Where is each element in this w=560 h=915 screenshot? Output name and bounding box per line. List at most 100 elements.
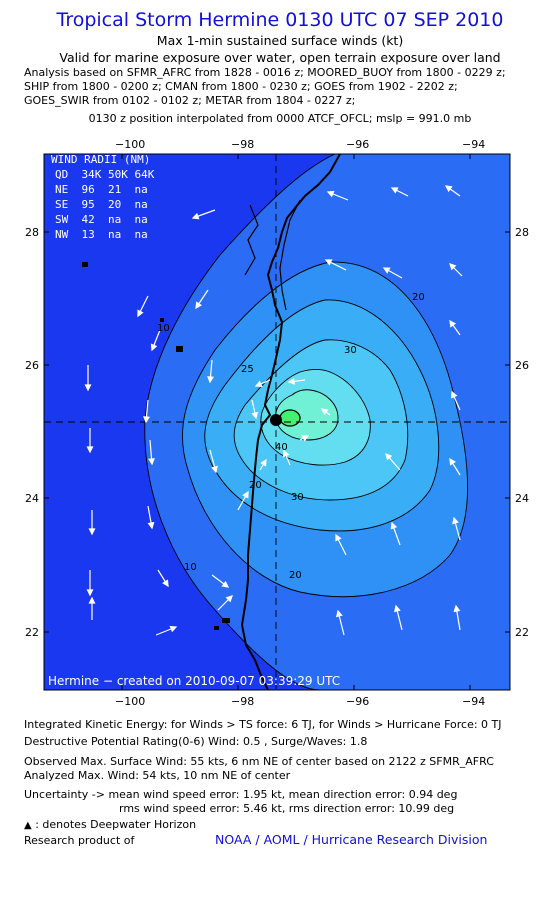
wind-arrow-head <box>453 604 461 613</box>
deepwater-legend-text: : denotes Deepwater Horizon <box>35 818 197 831</box>
wind-arrow-head <box>260 458 267 467</box>
wind-arrow-head <box>84 384 92 392</box>
contour-label-group: 10 20 30 40 25 20 10 20 30 <box>157 292 425 581</box>
analysis-line-2: SHIP from 1800 - 0200 z; CMAN from 1800 … <box>24 80 458 93</box>
wind-radii-table: WIND RADII (NM) QD 34K 50K 64K NE 96 21 … <box>51 153 155 241</box>
wind-radii-columns: QD 34K 50K 64K <box>55 168 155 181</box>
ike-line: Integrated Kinetic Energy: for Winds > T… <box>24 718 502 731</box>
wind-arrow-head <box>444 185 453 193</box>
lat-tick: 24 <box>515 492 529 505</box>
wind-arrow-head <box>283 449 290 458</box>
lat-tick: 22 <box>515 626 529 639</box>
map-credit: Hermine − created on 2010-09-07 03:39:29… <box>48 674 340 688</box>
wind-arrow-head <box>169 625 178 633</box>
observed-max-line: Observed Max. Surface Wind: 55 kts, 6 nm… <box>24 755 494 768</box>
wind-arrow-head <box>287 377 295 385</box>
wind-arrow-head <box>88 528 96 536</box>
position-line: 0130 z position interpolated from 0000 A… <box>88 112 472 125</box>
wind-arrow-head <box>382 267 391 274</box>
wind-radii-row-nw: NW 13 na na <box>55 228 148 241</box>
wind-arrow-head <box>148 458 155 466</box>
contour-label: 10 <box>157 323 170 334</box>
contour-band-core <box>275 389 338 440</box>
wind-arrow-head <box>301 435 310 442</box>
contour-label: 25 <box>241 364 254 375</box>
bay-shore <box>244 204 259 276</box>
wind-arrow-head <box>221 580 230 588</box>
lon-axis-top: −100 −98 −96 −94 <box>115 138 485 151</box>
wind-arrow-head <box>86 446 94 454</box>
wind-field-map: 10 20 30 40 25 20 10 20 30 WIND RADII (N… <box>25 138 529 708</box>
contour-label: 20 <box>249 480 262 491</box>
lat-tick: 26 <box>25 359 39 372</box>
wind-radii-row-ne: NE 96 21 na <box>55 183 148 196</box>
lat-tick: 22 <box>25 626 39 639</box>
wind-arrow-head <box>207 376 214 384</box>
wind-arrow-head <box>452 516 459 525</box>
contour-label: 20 <box>289 570 302 581</box>
wind-radii-row-sw: SW 42 na na <box>55 213 148 226</box>
wind-arrow-head <box>195 301 202 310</box>
wind-arrow-head <box>451 390 458 399</box>
wind-arrow-head <box>143 416 150 424</box>
wind-arrow-head <box>211 465 218 474</box>
tick-marks <box>44 154 510 690</box>
validity-note: Valid for marine exposure over water, op… <box>59 50 501 65</box>
coastline <box>240 154 341 690</box>
page-title: Tropical Storm Hermine 0130 UTC 07 SEP 2… <box>56 9 504 31</box>
uncertainty-line-1: Uncertainty -> mean wind speed error: 1.… <box>24 788 458 801</box>
inland-lakes <box>82 262 230 630</box>
wind-max-center <box>279 409 301 427</box>
lon-tick: −100 <box>115 138 145 151</box>
lat-tick: 28 <box>515 226 529 239</box>
noaa-credit-link[interactable]: NOAA / AOML / Hurricane Research Divisio… <box>215 832 488 847</box>
lon-tick: −98 <box>231 695 254 708</box>
uncertainty-line-2: rms wind speed error: 5.46 kt, rms direc… <box>119 802 455 815</box>
contour-label: 20 <box>412 292 425 303</box>
wind-radii-row-se: SE 95 20 na <box>55 198 148 211</box>
contour-label: 30 <box>344 345 357 356</box>
dpr-line: Destructive Potential Rating(0-6) Wind: … <box>24 735 368 748</box>
lat-axis-right: 28 26 24 22 <box>515 226 529 639</box>
lat-tick: 24 <box>25 492 39 505</box>
contour-label: 40 <box>275 442 288 453</box>
lon-tick: −94 <box>462 695 485 708</box>
contour-label: 10 <box>184 562 197 573</box>
barrier-island <box>279 199 301 311</box>
research-label: Research product of <box>24 834 135 847</box>
wind-arrow-head <box>393 604 401 613</box>
wind-arrow-head <box>191 212 200 220</box>
analysis-line-1: Analysis based on SFMR_AFRC from 1828 - … <box>24 66 506 79</box>
lat-axis-left: 28 26 24 22 <box>25 226 39 639</box>
lon-tick: −98 <box>231 138 254 151</box>
wind-radii-heading: WIND RADII (NM) <box>51 153 150 166</box>
oil-rig-icon: ▲ <box>24 820 32 831</box>
lon-tick: −96 <box>346 138 369 151</box>
analyzed-max-line: Analyzed Max. Wind: 54 kts, 10 nm NE of … <box>24 769 291 782</box>
wind-arrow-head <box>88 596 96 604</box>
analysis-line-3: GOES_SWIR from 0102 - 0102 z; METAR from… <box>24 94 356 107</box>
lon-tick: −100 <box>115 695 145 708</box>
wind-arrow-head <box>254 380 263 387</box>
storm-center-marker <box>270 414 282 426</box>
wind-arrow-head <box>390 521 398 530</box>
subtitle: Max 1-min sustained surface winds (kt) <box>156 33 404 48</box>
wind-arrow-head <box>449 319 457 328</box>
wind-arrow-head <box>147 521 155 530</box>
wind-arrow-head <box>449 457 456 466</box>
map-frame <box>43 153 511 691</box>
lon-tick: −94 <box>462 138 485 151</box>
contour-label: 30 <box>291 492 304 503</box>
lat-tick: 26 <box>515 359 529 372</box>
lat-tick: 28 <box>25 226 39 239</box>
wind-arrow-head <box>242 490 249 499</box>
wind-arrow-head <box>449 263 457 271</box>
wind-arrow-head <box>137 309 144 318</box>
lon-axis-bottom: −100 −98 −96 −94 <box>115 695 485 708</box>
wind-arrows <box>84 185 463 636</box>
wind-arrow-head <box>385 452 393 461</box>
wind-arrow-head <box>225 595 233 603</box>
wind-arrow-head <box>335 533 342 542</box>
deepwater-legend: ▲ : denotes Deepwater Horizon <box>24 818 196 831</box>
lon-tick: −96 <box>346 695 369 708</box>
